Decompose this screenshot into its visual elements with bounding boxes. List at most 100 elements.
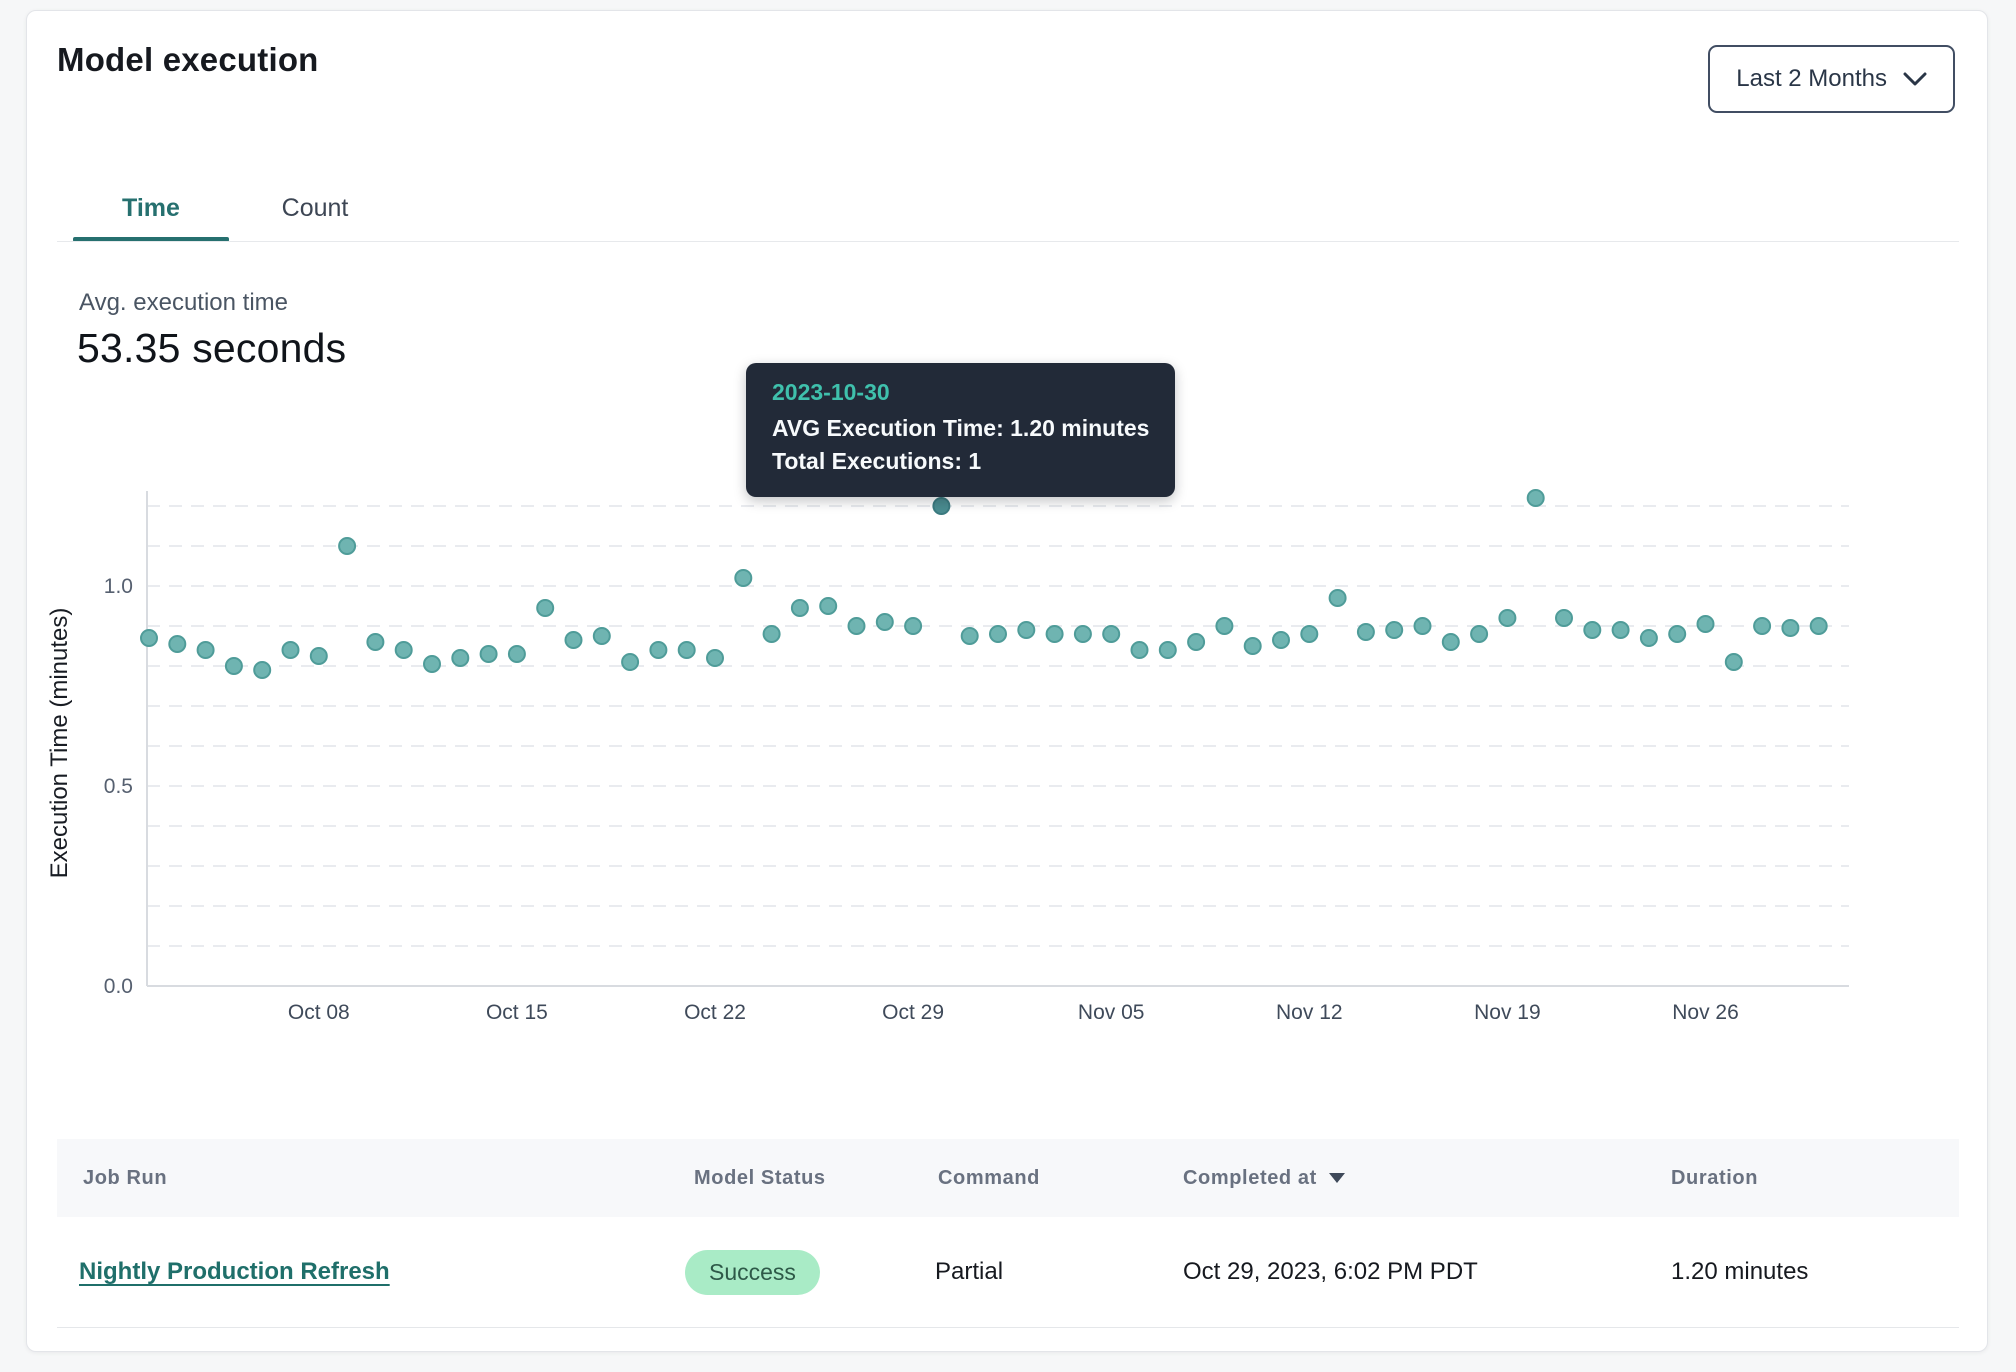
chart-point[interactable] bbox=[196, 641, 215, 659]
chart-point[interactable] bbox=[1639, 629, 1658, 647]
chart-point[interactable] bbox=[1526, 489, 1545, 507]
duration-cell: 1.20 minutes bbox=[1671, 1258, 1809, 1285]
model-status-cell: Success bbox=[685, 1217, 820, 1327]
chart-point[interactable] bbox=[706, 649, 724, 667]
chart-point[interactable] bbox=[1385, 621, 1404, 639]
chart-point[interactable] bbox=[960, 627, 979, 645]
chart-point[interactable] bbox=[734, 569, 753, 587]
job-run-cell: Nightly Production Refresh bbox=[79, 1217, 390, 1327]
chart-point[interactable] bbox=[338, 537, 357, 555]
chart-point[interactable] bbox=[1583, 621, 1602, 639]
chart-point[interactable] bbox=[1555, 609, 1573, 627]
chart-point[interactable] bbox=[819, 597, 838, 615]
chart-point[interactable] bbox=[394, 641, 413, 659]
time-range-dropdown[interactable]: Last 2 Months bbox=[1708, 45, 1955, 113]
sort-desc-icon bbox=[1328, 1173, 1345, 1183]
chart-point[interactable] bbox=[281, 641, 300, 659]
chart-point[interactable] bbox=[423, 655, 441, 673]
chart-point[interactable] bbox=[904, 617, 923, 635]
chart-point[interactable] bbox=[1300, 625, 1319, 643]
chart-point[interactable] bbox=[621, 653, 640, 671]
execution-time-chart: 0.0 0.5 1.0 Execution Time (minutes) Oct 08 O… bbox=[46, 489, 1849, 1024]
tabs-divider bbox=[57, 241, 1959, 242]
chart-point[interactable] bbox=[536, 599, 555, 617]
model-execution-card: Model execution Last 2 Months Time Count… bbox=[26, 10, 1988, 1352]
chart-point[interactable] bbox=[1696, 615, 1715, 633]
column-completed-at[interactable]: Completed at bbox=[1183, 1139, 1345, 1217]
chart-point[interactable] bbox=[1724, 653, 1743, 671]
x-tick-label: Oct 22 bbox=[684, 1001, 746, 1024]
chart-point[interactable] bbox=[1102, 625, 1121, 643]
page-title: Model execution bbox=[57, 41, 319, 78]
x-tick-label: Nov 26 bbox=[1672, 1001, 1739, 1024]
chart-point[interactable] bbox=[1753, 617, 1772, 635]
chart-point[interactable] bbox=[1441, 633, 1460, 651]
y-axis-label: Execution Time (minutes) bbox=[46, 608, 73, 879]
chart-point[interactable] bbox=[847, 617, 866, 635]
chart-point[interactable] bbox=[592, 627, 611, 645]
y-tick-label: 0.5 bbox=[104, 775, 133, 798]
completed-at-cell: Oct 29, 2023, 6:02 PM PDT bbox=[1183, 1258, 1478, 1285]
avg-execution-time-label: Avg. execution time bbox=[79, 289, 289, 316]
chart-point[interactable] bbox=[253, 661, 272, 679]
chart-point[interactable] bbox=[1668, 625, 1687, 643]
chart-point[interactable] bbox=[1073, 625, 1092, 643]
x-tick-label: Oct 15 bbox=[486, 1001, 548, 1024]
x-tick-label: Nov 05 bbox=[1078, 1001, 1145, 1024]
column-job-run: Job Run bbox=[83, 1166, 168, 1189]
chart-point[interactable] bbox=[479, 645, 498, 663]
chart-point[interactable] bbox=[140, 629, 158, 647]
time-range-label: Last 2 Months bbox=[1736, 65, 1887, 92]
chart-point[interactable] bbox=[366, 633, 385, 651]
chart-point[interactable] bbox=[309, 647, 328, 665]
chart-point[interactable] bbox=[875, 613, 894, 631]
chart-point[interactable] bbox=[564, 631, 583, 649]
chart-point[interactable] bbox=[790, 599, 809, 617]
active-tab-underline bbox=[73, 237, 229, 242]
chart-point[interactable] bbox=[1017, 621, 1036, 639]
table-row: Nightly Production Refresh Success Parti… bbox=[57, 1217, 1959, 1328]
chart-point[interactable] bbox=[649, 641, 668, 659]
chart-point[interactable] bbox=[224, 657, 243, 675]
y-tick-label: 1.0 bbox=[104, 575, 133, 598]
chart-point[interactable] bbox=[1215, 617, 1234, 635]
chart-point[interactable] bbox=[762, 625, 781, 643]
tab-time[interactable]: Time bbox=[122, 193, 180, 222]
chart-point[interactable] bbox=[1470, 625, 1489, 643]
chart-point[interactable] bbox=[1611, 621, 1630, 639]
chart-point[interactable] bbox=[168, 635, 187, 653]
column-model-status: Model Status bbox=[694, 1166, 826, 1189]
x-tick-label: Nov 19 bbox=[1474, 1001, 1541, 1024]
command-cell: Partial bbox=[935, 1258, 1004, 1285]
y-tick-label: 0.0 bbox=[104, 975, 133, 998]
chart-point[interactable] bbox=[1328, 589, 1347, 607]
chart-point[interactable] bbox=[1809, 617, 1828, 635]
chart-point[interactable] bbox=[507, 645, 526, 663]
chart-point[interactable] bbox=[1045, 625, 1064, 643]
chart-point[interactable] bbox=[1243, 637, 1262, 655]
chevron-down-icon bbox=[1903, 72, 1927, 87]
x-tick-label: Oct 08 bbox=[288, 1001, 350, 1024]
chart-point[interactable] bbox=[1781, 619, 1800, 637]
table-header: Job Run Model Status Command Completed a… bbox=[57, 1139, 1959, 1217]
column-duration: Duration bbox=[1671, 1166, 1759, 1189]
tab-count[interactable]: Count bbox=[281, 193, 349, 222]
chart-point[interactable] bbox=[1158, 641, 1177, 659]
status-badge: Success bbox=[685, 1249, 820, 1295]
chart-point[interactable] bbox=[1413, 617, 1432, 635]
chart-point[interactable] bbox=[1187, 633, 1206, 651]
chart-point[interactable] bbox=[1498, 609, 1517, 627]
chart-point[interactable] bbox=[1356, 623, 1375, 641]
avg-execution-time-value: 53.35 seconds bbox=[77, 325, 347, 371]
chart-point-highlighted[interactable] bbox=[932, 497, 951, 515]
column-command: Command bbox=[938, 1166, 1040, 1189]
chart-point[interactable] bbox=[451, 649, 470, 667]
chart-point[interactable] bbox=[989, 625, 1007, 643]
chart-point[interactable] bbox=[1130, 641, 1149, 659]
chart-point[interactable] bbox=[677, 641, 696, 659]
x-tick-label: Nov 12 bbox=[1276, 1001, 1343, 1024]
tooltip-date: 2023-10-30 bbox=[772, 379, 890, 405]
job-run-link[interactable]: Nightly Production Refresh bbox=[79, 1258, 390, 1285]
chart-point[interactable] bbox=[1272, 631, 1290, 649]
x-tick-label: Oct 29 bbox=[882, 1001, 944, 1024]
